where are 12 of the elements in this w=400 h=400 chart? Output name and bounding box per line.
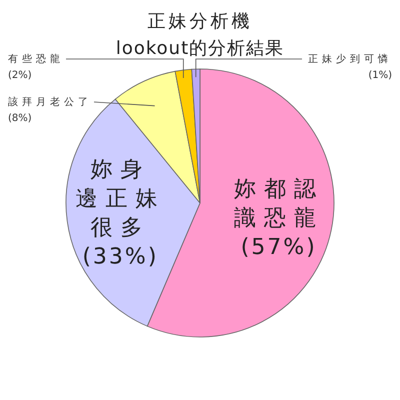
data-label: (57%) — [240, 235, 317, 260]
data-label: (1%) — [368, 70, 392, 81]
slice-label: 正妹少到可憐 — [308, 53, 392, 65]
data-label: (33%) — [82, 244, 158, 270]
slice-label: 有些恐龍 — [8, 53, 64, 65]
chart-title: 正妹分析機 — [148, 11, 252, 32]
data-label: (8%) — [8, 113, 32, 124]
chart-subtitle: lookout的分析結果 — [116, 38, 284, 59]
data-label: (2%) — [8, 70, 32, 81]
slice-label: 該拜月老公了 — [8, 96, 92, 108]
slice-label: 妳身邊正妹很多 — [75, 158, 166, 241]
slice-label: 妳都認識恐龍 — [234, 177, 324, 232]
